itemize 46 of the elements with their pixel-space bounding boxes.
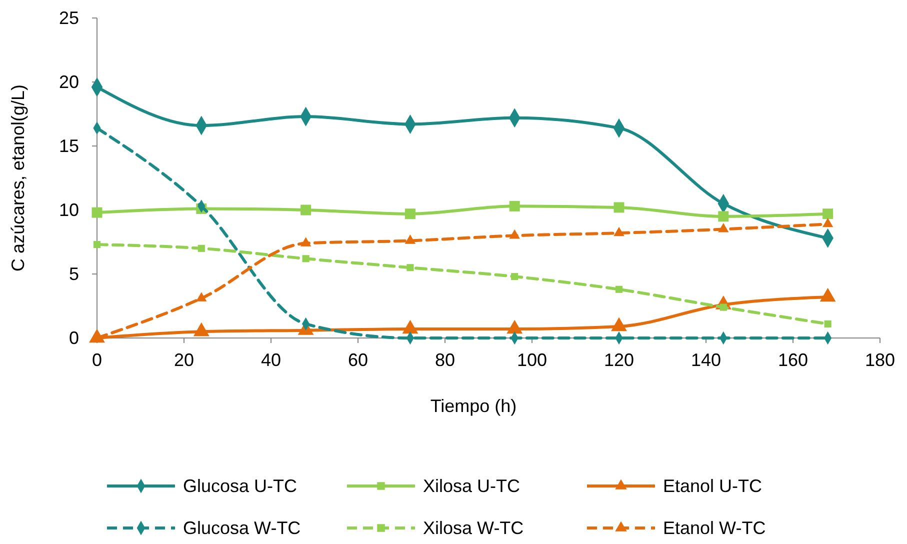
point — [509, 229, 520, 239]
point — [822, 218, 834, 228]
legend-label: Glucosa U-TC — [183, 476, 298, 496]
point — [93, 241, 101, 248]
x-tick-label: 60 — [348, 350, 368, 370]
x-tick-label: 160 — [778, 350, 808, 370]
legend-label: Etanol W-TC — [663, 518, 766, 538]
x-tick-label: 140 — [690, 350, 722, 370]
point — [302, 255, 310, 262]
point — [822, 208, 834, 220]
y-axis-title: C azúcares, etanol(g/L) — [8, 84, 28, 272]
y-tick-label: 0 — [68, 328, 79, 348]
x-tick-label: 80 — [434, 350, 456, 370]
point — [198, 244, 205, 252]
legend-label: Xilosa W-TC — [423, 518, 524, 538]
point — [824, 320, 832, 328]
point — [720, 304, 727, 311]
x-tick-label: 100 — [516, 350, 548, 370]
x-tick-label: 120 — [604, 350, 634, 370]
y-tick-label: 25 — [58, 8, 79, 28]
legend-label: Etanol U-TC — [663, 476, 762, 496]
point — [614, 202, 624, 213]
point — [615, 286, 623, 293]
point — [196, 292, 207, 302]
point — [511, 273, 518, 280]
point — [92, 207, 102, 218]
point — [404, 208, 416, 220]
point — [404, 234, 416, 244]
point — [300, 237, 312, 246]
x-tick-label: 20 — [174, 350, 194, 370]
x-tick-label: 0 — [92, 350, 102, 370]
x-axis-title: Tiempo (h) — [430, 396, 517, 416]
x-tick-label: 180 — [864, 350, 896, 370]
y-tick-label: 10 — [58, 200, 79, 220]
y-tick-label: 15 — [58, 136, 79, 156]
y-tick-label: 20 — [58, 72, 79, 92]
point — [406, 264, 414, 272]
x-tick-label: 40 — [260, 350, 282, 370]
point — [718, 222, 729, 232]
point — [300, 204, 312, 216]
point — [614, 226, 624, 236]
legend-label: Glucosa W-TC — [183, 518, 301, 538]
y-tick-label: 5 — [68, 264, 79, 284]
point — [718, 211, 729, 222]
legend-label: Xilosa U-TC — [423, 476, 520, 496]
point — [509, 200, 520, 212]
